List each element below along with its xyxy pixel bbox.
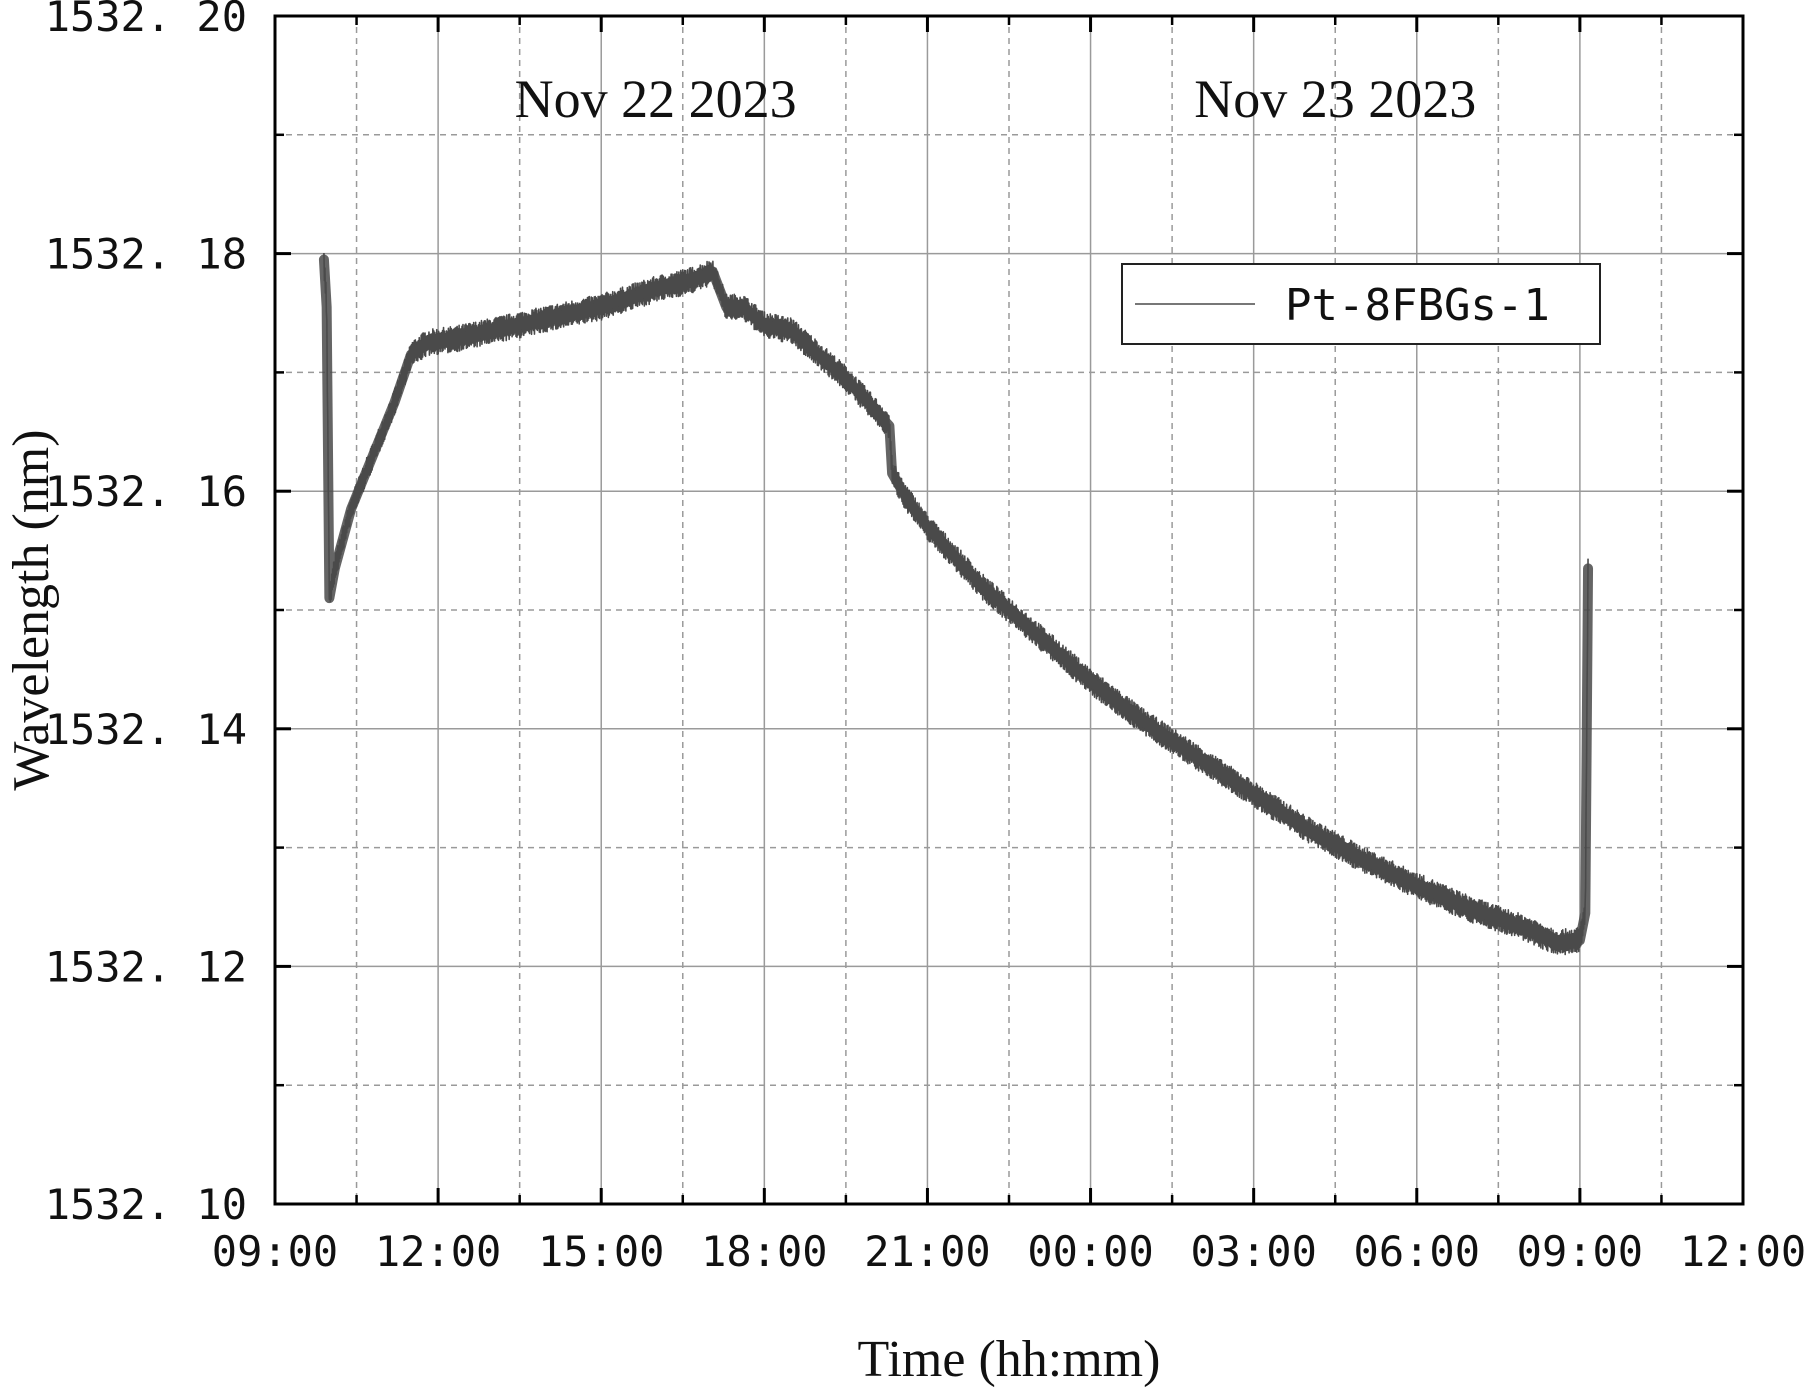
x-tick-label: 15:00 — [538, 1227, 664, 1276]
x-tick-label: 12:00 — [375, 1227, 501, 1276]
x-tick-label: 06:00 — [1354, 1227, 1480, 1276]
x-tick-label: 21:00 — [864, 1227, 990, 1276]
x-tick-label: 09:00 — [1517, 1227, 1643, 1276]
y-tick-label: 1532. 14 — [45, 705, 247, 754]
y-tick-label: 1532. 18 — [45, 230, 247, 279]
y-tick-label: 1532. 16 — [45, 467, 247, 516]
legend: Pt-8FBGs-1 — [1121, 263, 1601, 345]
legend-label-pt-8fbgs-1: Pt-8FBGs-1 — [1285, 280, 1550, 331]
x-tick-label: 03:00 — [1190, 1227, 1316, 1276]
x-axis-title: Time (hh:mm) — [858, 1331, 1161, 1388]
y-tick-label: 1532. 10 — [45, 1180, 247, 1229]
tick-labels: 09:00 12:00 15:00 18:00 21:00 00:00 03:00 06:00… — [45, 0, 1807, 1276]
axis-ticks — [273, 14, 1745, 1206]
series-layer — [318, 252, 1594, 956]
y-tick-label: 1532. 20 — [45, 0, 247, 41]
x-tick-label: 18:00 — [701, 1227, 827, 1276]
y-tick-label: 1532. 12 — [45, 942, 247, 991]
series-line-pt-8fbgs-1 — [323, 252, 1589, 956]
annotation-nov-23: Nov 23 2023 — [1194, 69, 1476, 129]
series-core-pt-8fbgs-1 — [318, 254, 1594, 948]
grid-lines — [275, 16, 1743, 1204]
x-tick-label: 12:00 — [1680, 1227, 1806, 1276]
annotation-nov-22: Nov 22 2023 — [515, 69, 797, 129]
x-tick-label: 09:00 — [212, 1227, 338, 1276]
x-tick-label: 00:00 — [1027, 1227, 1153, 1276]
y-axis-title: Wavelength (nm) — [3, 429, 60, 790]
